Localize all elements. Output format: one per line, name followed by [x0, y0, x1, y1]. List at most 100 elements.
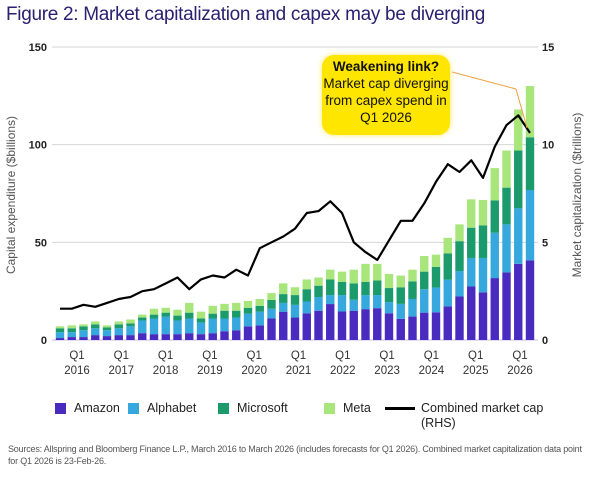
legend: Amazon Alphabet Microsoft Meta Combined … [52, 401, 592, 431]
bar-alphabet [173, 320, 182, 335]
bar-amazon [502, 272, 511, 340]
x-tick-label: 2021 [286, 365, 312, 377]
bar-microsoft [161, 312, 170, 317]
bar-microsoft [126, 323, 135, 327]
bar-alphabet [55, 332, 65, 339]
bar-amazon [185, 333, 194, 340]
legend-item-market-cap: Combined market cap (RHS) [385, 401, 543, 431]
bar-amazon [326, 304, 335, 340]
bar-microsoft [525, 137, 535, 190]
left-tick-label: 0 [41, 335, 47, 347]
bar-alphabet [396, 303, 405, 319]
legend-label: Meta [343, 401, 371, 415]
bar-alphabet [349, 299, 358, 311]
bar-microsoft [361, 281, 370, 296]
x-axis-ticks: Q1 2016 Q1 2017 Q1 2018 Q1 2019 Q1 2020 Q1 2021 Q1 20… [64, 350, 533, 377]
bar-meta [196, 311, 206, 319]
x-tick-label: Q1 [424, 350, 439, 362]
bar-meta [455, 224, 464, 242]
bar-meta [208, 305, 217, 314]
bar-amazon [396, 318, 405, 340]
bar-meta [420, 256, 429, 272]
bar-microsoft [478, 225, 488, 258]
bar-amazon [79, 337, 88, 340]
bar-amazon [196, 334, 206, 340]
bar-alphabet [267, 308, 276, 319]
bar-microsoft [396, 287, 405, 304]
bar-alphabet [279, 302, 288, 312]
x-tick-label: 2022 [330, 365, 356, 377]
bar-alphabet [373, 295, 382, 309]
bar-meta [173, 309, 182, 316]
bar-meta [384, 273, 394, 289]
x-tick-label: 2025 [463, 365, 489, 377]
bar-amazon [314, 310, 323, 340]
bar-amazon [255, 325, 264, 340]
bar-amazon [420, 312, 429, 340]
bar-amazon [514, 263, 523, 340]
bar-microsoft [314, 285, 323, 298]
legend-line [385, 407, 415, 410]
legend-item-alphabet: Alphabet [128, 401, 196, 415]
bar-alphabet [431, 287, 441, 313]
bar-amazon [443, 306, 452, 340]
annotation-callout: Weakening link? Market cap diverging fro… [322, 55, 450, 135]
x-tick-label: Q1 [114, 350, 129, 362]
bar-amazon [349, 310, 358, 340]
bar-amazon [373, 308, 382, 340]
bar-amazon [232, 330, 241, 340]
bar-alphabet [467, 257, 476, 287]
bar-amazon [384, 313, 394, 340]
bar-meta [326, 269, 335, 280]
bar-meta [478, 199, 488, 226]
x-tick-label: Q1 [69, 350, 84, 362]
bar-alphabet [67, 332, 76, 338]
callout-connector [515, 88, 528, 129]
x-tick-label: Q1 [202, 350, 217, 362]
bar-microsoft [467, 227, 476, 258]
x-tick-label: 2018 [153, 365, 179, 377]
bar-meta [67, 325, 76, 329]
bar-alphabet [114, 328, 123, 336]
bar-meta [302, 279, 311, 290]
bar-microsoft [443, 253, 452, 280]
bar-alphabet [478, 257, 488, 293]
x-tick-label: Q1 [379, 350, 394, 362]
bar-microsoft [408, 281, 417, 299]
bar-alphabet [384, 302, 394, 314]
bar-meta [514, 109, 523, 151]
bar-meta [161, 307, 170, 313]
bar-microsoft [114, 324, 123, 329]
bar-microsoft [102, 327, 112, 331]
bar-alphabet [102, 330, 112, 337]
left-axis-ticks: 0 50 100 150 [29, 42, 47, 347]
x-tick-label: 2016 [64, 365, 90, 377]
bar-alphabet [514, 208, 523, 264]
bar-alphabet [79, 330, 88, 338]
bar-meta [396, 275, 405, 288]
bar-meta [138, 314, 147, 318]
bar-amazon [431, 312, 441, 340]
right-tick-label: 15 [542, 42, 554, 54]
bar-alphabet [138, 320, 147, 334]
legend-label: Combined market cap [421, 401, 544, 415]
bar-meta [220, 303, 229, 311]
bar-microsoft [290, 295, 300, 305]
bar-alphabet [149, 318, 159, 335]
bar-microsoft [91, 324, 100, 329]
bar-amazon [126, 335, 135, 340]
bar-microsoft [302, 289, 311, 302]
bar-microsoft [420, 271, 429, 290]
bar-alphabet [220, 318, 229, 332]
bar-amazon [478, 292, 488, 340]
bar-microsoft [279, 294, 288, 303]
bar-alphabet [455, 271, 464, 297]
bar-amazon [267, 318, 276, 340]
bar-meta [114, 321, 123, 325]
x-tick-label: 2020 [241, 365, 267, 377]
x-tick-label: Q1 [291, 350, 306, 362]
bar-alphabet [255, 311, 264, 326]
bar-microsoft [455, 241, 464, 272]
legend-label: Amazon [74, 401, 120, 415]
sources-note: Sources: Allspring and Bloomberg Finance… [8, 444, 582, 466]
